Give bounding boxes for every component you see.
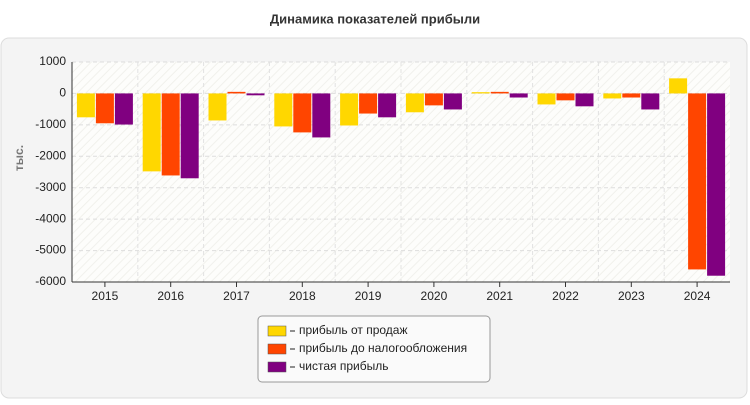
x-tick-label: 2018	[289, 289, 316, 303]
bar	[142, 93, 161, 172]
bar	[293, 93, 312, 133]
bar	[537, 93, 556, 105]
x-tick-label: 2020	[421, 289, 448, 303]
bar	[622, 93, 641, 98]
bar	[227, 91, 246, 94]
y-tick-label: -1000	[35, 117, 66, 131]
bar	[509, 93, 528, 98]
bar	[95, 93, 114, 124]
bar	[114, 93, 133, 125]
x-tick-label: 2022	[552, 289, 579, 303]
bar	[246, 93, 265, 96]
x-tick-label: 2015	[92, 289, 119, 303]
y-tick-label: 1000	[39, 54, 66, 68]
y-tick-label: -4000	[35, 211, 66, 225]
x-tick-label: 2019	[355, 289, 382, 303]
x-tick-label: 2021	[486, 289, 513, 303]
chart-title: Динамика показателей прибыли	[270, 11, 480, 26]
legend-label: прибыль до налогообложения	[299, 341, 467, 355]
x-tick-label: 2017	[223, 289, 250, 303]
bar	[443, 93, 462, 110]
bar	[556, 93, 575, 101]
bar	[688, 93, 707, 270]
bar	[312, 93, 331, 138]
bar	[471, 92, 490, 94]
legend-label: чистая прибыль	[299, 359, 388, 373]
x-tick-label: 2016	[157, 289, 184, 303]
bar	[161, 93, 180, 176]
legend-label: прибыль от продаж	[299, 323, 408, 337]
bar	[274, 93, 293, 127]
y-axis-label: тыс.	[12, 145, 26, 171]
bar	[340, 93, 359, 126]
legend-swatch	[267, 343, 287, 355]
y-tick-label: -2000	[35, 148, 66, 162]
bar	[490, 91, 509, 94]
bar	[707, 93, 726, 276]
bar	[359, 93, 378, 114]
bar	[575, 93, 594, 107]
bar	[405, 93, 424, 113]
bar	[424, 93, 443, 106]
bar	[378, 93, 397, 118]
x-tick-label: 2023	[618, 289, 645, 303]
bar	[603, 93, 622, 99]
legend-swatch	[267, 325, 287, 337]
legend	[257, 315, 491, 383]
bar	[641, 93, 660, 110]
y-tick-label: -5000	[35, 243, 66, 257]
bar	[180, 93, 199, 179]
y-tick-label: -3000	[35, 180, 66, 194]
x-tick-label: 2024	[684, 289, 711, 303]
y-tick-label: -6000	[35, 274, 66, 288]
bar	[669, 78, 688, 94]
y-tick-label: 0	[59, 86, 66, 100]
legend-swatch	[267, 361, 287, 373]
bar	[208, 93, 227, 121]
bar	[76, 93, 95, 118]
